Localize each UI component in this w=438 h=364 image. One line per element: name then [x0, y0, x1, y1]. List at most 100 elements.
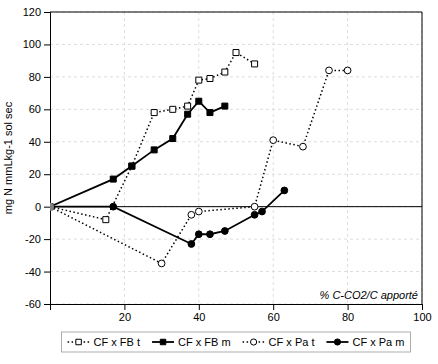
y-tick-label: 60 — [29, 103, 41, 115]
frame-right — [422, 12, 423, 304]
series-marker — [110, 203, 117, 210]
y-tick: 0 — [35, 201, 50, 213]
legend: CF x FB tCF x FB mCF x Pa tCF x Pa m — [62, 332, 411, 352]
series-line — [50, 101, 225, 206]
y-tick-mark — [44, 272, 50, 273]
series-marker — [196, 77, 202, 83]
series-marker — [151, 110, 157, 116]
x-tick: 100 — [413, 304, 431, 323]
y-tick-mark — [44, 44, 50, 45]
x-tick-label: 40 — [193, 311, 205, 323]
grid-line-y — [50, 44, 422, 45]
series-marker — [110, 176, 116, 182]
series-line — [50, 190, 284, 244]
x-tick: 60 — [268, 304, 280, 323]
grid-line-y — [50, 141, 422, 142]
y-tick: -60 — [25, 298, 50, 310]
series-marker — [281, 187, 288, 194]
marks — [50, 50, 422, 267]
x-axis: 20406080100 — [51, 304, 432, 323]
series-marker — [50, 204, 53, 210]
frame-top — [50, 12, 422, 13]
y-tick-mark — [44, 239, 50, 240]
x-tick: 40 — [193, 304, 205, 323]
y-tick-label: 0 — [35, 201, 41, 213]
series-marker — [207, 76, 213, 82]
chart: 20406080100-60-40-20020406080100120mg N … — [0, 0, 438, 364]
x-tick-label: 60 — [268, 311, 280, 323]
series-marker — [158, 260, 165, 267]
x-tick: 20 — [119, 304, 131, 323]
legend-marker — [334, 339, 340, 345]
series-marker — [185, 111, 191, 117]
series-marker — [170, 136, 176, 142]
y-tick: 120 — [23, 6, 50, 18]
series-marker — [50, 204, 53, 210]
series-line — [50, 70, 348, 263]
x-tick-mark — [273, 304, 274, 310]
series-marker — [326, 67, 333, 74]
grid-line-x — [422, 12, 423, 304]
legend-label: CF x FB m — [178, 336, 231, 348]
grid-line-y — [50, 239, 422, 240]
grid-line-x — [124, 12, 125, 304]
grid-line-x — [347, 12, 348, 304]
legend-marker — [251, 339, 257, 345]
y-tick-label: 40 — [29, 136, 41, 148]
y-tick-mark — [44, 77, 50, 78]
series-marker — [207, 231, 214, 238]
legend-label: CF x Pa t — [269, 336, 315, 348]
y-tick-mark — [44, 207, 50, 208]
grid-line-y — [50, 109, 422, 110]
series-marker — [233, 50, 239, 56]
x-tick-mark — [422, 304, 423, 310]
y-tick-mark — [44, 142, 50, 143]
y-tick-mark — [44, 109, 50, 110]
y-tick: 80 — [29, 71, 50, 83]
series-marker — [251, 203, 258, 210]
series-marker — [222, 69, 228, 75]
x-tick-label: 100 — [413, 311, 431, 323]
grid-line-y — [50, 271, 422, 272]
legend-item: CF x Pa t — [243, 336, 315, 348]
legend-item: CF x FB m — [152, 336, 231, 348]
y-tick-label: 120 — [23, 6, 41, 18]
series-marker — [195, 208, 202, 215]
grid-line-x — [273, 12, 274, 304]
legend-items: CF x FB tCF x FB mCF x Pa tCF x Pa m — [68, 336, 405, 348]
series-marker — [196, 98, 202, 104]
y-tick: 20 — [29, 168, 50, 180]
y-tick: -40 — [25, 266, 50, 278]
y-axis: -60-40-20020406080100120 — [23, 6, 51, 310]
series-marker — [185, 103, 191, 109]
series-marker — [188, 211, 195, 218]
series-marker — [300, 143, 307, 150]
series-line — [50, 53, 255, 220]
y-tick: 60 — [29, 103, 50, 115]
series-marker — [259, 208, 266, 215]
series-marker — [222, 103, 228, 109]
grid-line-x — [198, 12, 199, 304]
legend-label: CF x Pa m — [352, 336, 404, 348]
y-tick-mark — [44, 304, 50, 305]
y-tick-label: 100 — [23, 38, 41, 50]
grid-line-y — [50, 174, 422, 175]
x-tick-mark — [199, 304, 200, 310]
series-marker — [151, 147, 157, 153]
series-marker — [50, 203, 53, 210]
series-marker — [170, 106, 176, 112]
grid-line-y — [50, 12, 422, 13]
legend-marker — [160, 339, 165, 344]
legend-item: CF x Pa m — [326, 336, 404, 348]
series-marker — [129, 163, 135, 169]
series-marker — [103, 217, 109, 223]
y-tick-label: 20 — [29, 168, 41, 180]
series-marker — [129, 163, 135, 169]
legend-marker — [76, 339, 81, 344]
series-marker — [207, 110, 213, 116]
x-tick-mark — [124, 304, 125, 310]
grid — [50, 12, 422, 304]
y-axis-title: mg N mmLkg-1 sol sec — [2, 101, 14, 214]
series-marker — [221, 228, 228, 235]
series-marker — [50, 203, 53, 210]
